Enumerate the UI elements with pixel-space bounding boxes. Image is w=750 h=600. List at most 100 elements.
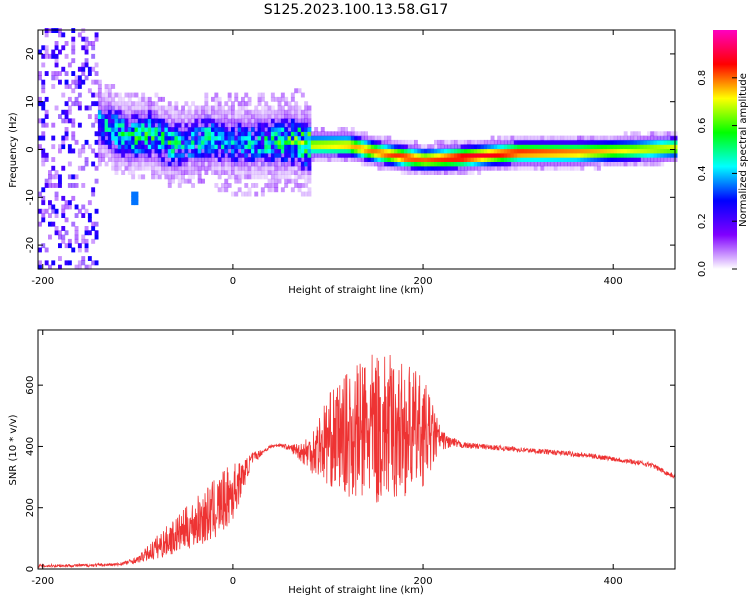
- spectrogram-cell: [277, 165, 282, 171]
- spectrogram-cell: [224, 139, 229, 145]
- spectrogram-cell: [71, 122, 76, 128]
- spectrogram-cell: [58, 28, 62, 33]
- snr-x-label: Height of straight line (km): [288, 585, 424, 596]
- spectrogram-cell: [247, 135, 252, 141]
- spectrogram-cell: [58, 178, 62, 184]
- spectrogram-cell: [164, 139, 169, 145]
- spectrogram-cell: [147, 109, 152, 115]
- spectrogram-cell: [161, 148, 165, 154]
- spectrogram-cell: [354, 148, 358, 154]
- spectrogram-cell: [58, 256, 62, 261]
- spectrogram-cell: [211, 144, 215, 150]
- spectrogram-cell: [77, 208, 82, 214]
- spectrogram-cell: [137, 109, 142, 115]
- spectrogram-cell: [284, 152, 289, 158]
- spectrogram-cell: [224, 187, 229, 193]
- spectrogram-cell: [320, 131, 325, 137]
- spectrogram-cell: [227, 118, 232, 124]
- spectrogram-cell: [270, 183, 275, 188]
- spectrogram-cell: [177, 165, 182, 171]
- spectrogram-cell: [463, 144, 468, 150]
- spectrogram-cell: [87, 200, 92, 206]
- spectrogram-cell: [244, 122, 249, 128]
- spectrogram-cell: [247, 109, 252, 115]
- spectrogram-cell: [217, 148, 222, 154]
- spectrogram-cell: [300, 170, 305, 175]
- spectrogram-cell: [244, 152, 249, 158]
- spectrogram-cell: [71, 148, 76, 154]
- spectrogram-cell: [497, 161, 502, 167]
- spectrogram-cell: [111, 152, 116, 158]
- spectrogram-cell: [284, 135, 289, 141]
- spectrogram-cell: [97, 144, 102, 150]
- spectrogram-cell: [260, 170, 265, 175]
- spectrogram-cell: [234, 92, 239, 98]
- spectrogram-cell: [500, 135, 505, 141]
- spectrogram-cell: [214, 165, 219, 171]
- spectrogram-cell: [643, 157, 648, 162]
- spectrogram-cell: [124, 101, 129, 107]
- y-tick-label: 10: [25, 95, 36, 108]
- spectrogram-cell: [274, 131, 279, 137]
- spectrogram-cell: [294, 135, 299, 141]
- spectrogram-cell: [643, 144, 648, 150]
- spectrogram-cell: [81, 204, 86, 210]
- spectrogram-cell: [61, 92, 66, 98]
- spectrogram-cell: [374, 135, 378, 141]
- spectrogram-cell: [231, 131, 235, 137]
- x-tick-label: -200: [31, 576, 54, 587]
- spectrogram-cell: [247, 157, 252, 162]
- spectrogram-cell: [284, 118, 289, 124]
- spectrogram-cell: [104, 114, 109, 119]
- spectrogram-cell: [251, 144, 255, 150]
- spectrogram-cell: [487, 165, 492, 171]
- spectrogram-cell: [67, 243, 72, 249]
- spectrogram-cell: [144, 122, 149, 128]
- spectrogram-cell: [507, 139, 512, 145]
- spectrogram-cell: [570, 161, 575, 167]
- spectrogram-cell: [347, 157, 352, 162]
- spectrogram-cell: [204, 122, 209, 128]
- spectrogram-cell: [430, 157, 435, 162]
- spectrogram-cell: [597, 165, 601, 171]
- spectrogram-cell: [294, 165, 299, 171]
- spectrogram-cell: [473, 144, 478, 150]
- spectrogram-cell: [141, 131, 146, 137]
- spectrogram-cell: [58, 230, 62, 236]
- spectrogram-cell: [77, 101, 82, 107]
- spectrogram-cell: [370, 144, 375, 150]
- spectrogram-cell: [151, 122, 155, 128]
- spectrogram-cell: [300, 135, 305, 141]
- spectrogram-cell: [141, 92, 146, 98]
- spectrogram-cell: [147, 157, 152, 162]
- spectrogram-cell: [101, 105, 106, 111]
- spectrogram-cell: [201, 148, 205, 154]
- spectrogram-cell: [161, 135, 165, 141]
- spectrogram-cell: [221, 114, 225, 119]
- spectrogram-cell: [51, 204, 56, 210]
- spectrogram-cell: [593, 161, 598, 167]
- spectrogram-cell: [637, 148, 641, 154]
- spectrogram-cell: [77, 84, 82, 89]
- spectrogram-cell: [530, 148, 535, 154]
- spectrogram-cell: [260, 157, 265, 162]
- spectrogram-cell: [437, 148, 442, 154]
- spectrogram-cell: [354, 157, 358, 162]
- spectrogram-cell: [350, 152, 355, 158]
- spectrogram-cell: [470, 161, 475, 167]
- spectrogram-cell: [134, 195, 139, 201]
- spectrogram-cell: [131, 127, 136, 132]
- spectrogram-cell: [304, 109, 309, 115]
- spectrogram-cell: [204, 96, 209, 102]
- spectrogram-cell: [390, 144, 395, 150]
- spectrogram-cell: [290, 105, 295, 111]
- spectrogram-cell: [347, 152, 352, 158]
- spectrogram-cell: [454, 148, 458, 154]
- spectrogram-cell: [597, 135, 601, 141]
- spectrogram-cell: [264, 170, 269, 175]
- spectrogram-cell: [204, 101, 209, 107]
- spectrogram-cell: [427, 161, 432, 167]
- colorbar-tick-label: 0.4: [697, 165, 708, 181]
- spectrogram-cell: [280, 187, 285, 193]
- spectrogram-cell: [48, 200, 52, 206]
